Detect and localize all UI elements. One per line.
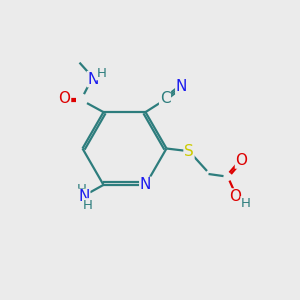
Text: N: N — [78, 189, 90, 204]
Text: H: H — [83, 199, 92, 212]
Text: C: C — [160, 91, 170, 106]
Text: O: O — [230, 189, 242, 204]
Text: H: H — [77, 183, 86, 196]
Text: N: N — [176, 79, 187, 94]
Text: O: O — [58, 91, 70, 106]
Text: N: N — [87, 72, 99, 87]
Text: H: H — [97, 67, 106, 80]
Text: H: H — [241, 196, 251, 210]
Text: O: O — [236, 153, 247, 168]
Text: S: S — [184, 144, 194, 159]
Text: N: N — [140, 177, 151, 192]
